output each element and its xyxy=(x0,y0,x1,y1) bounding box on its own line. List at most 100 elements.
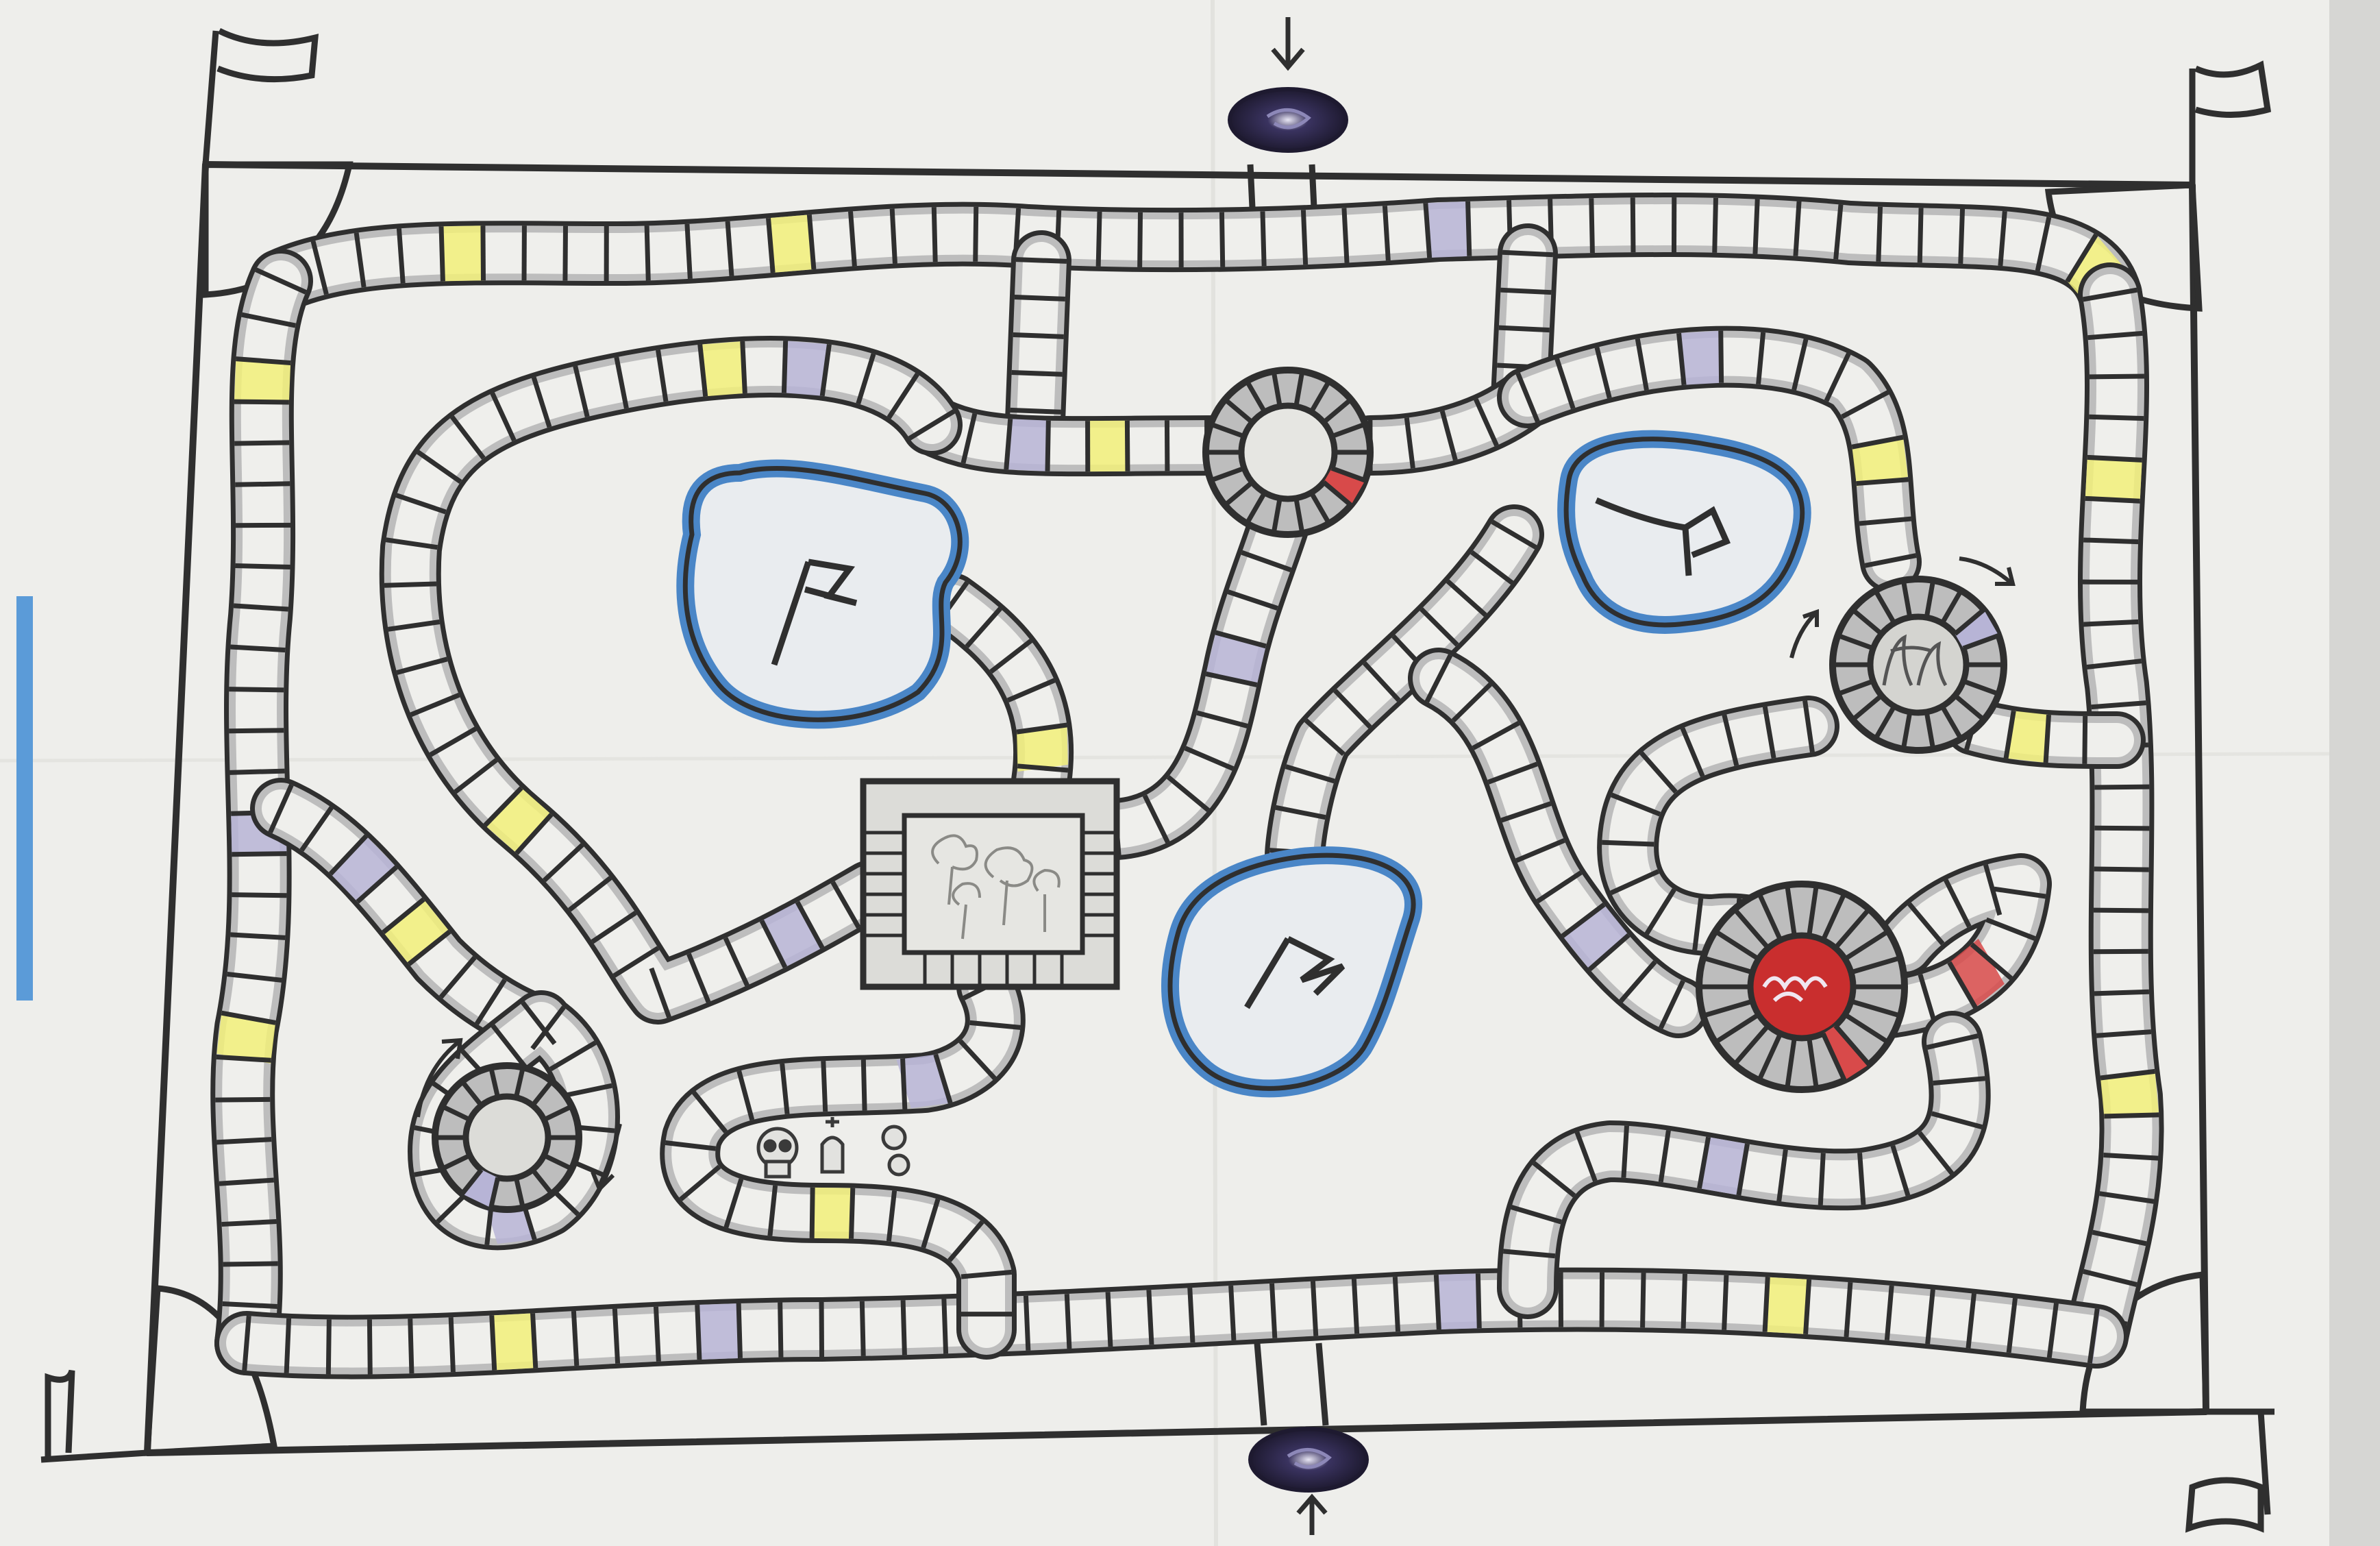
track-rung xyxy=(216,1057,271,1060)
track-rung xyxy=(2090,376,2144,377)
track-rung xyxy=(1499,328,1550,330)
spoke-top-left xyxy=(1011,260,1067,439)
track-rung xyxy=(232,854,286,855)
track-rung xyxy=(1879,207,1881,262)
track-rung xyxy=(1108,1292,1111,1347)
track-rung xyxy=(223,1303,277,1306)
track-rung xyxy=(903,1300,904,1355)
track-rung xyxy=(1263,211,1264,266)
track-rung xyxy=(1011,410,1061,412)
track-rung xyxy=(384,584,436,585)
track-rung xyxy=(934,207,935,262)
track-rung xyxy=(451,1317,453,1372)
track-rung xyxy=(1098,212,1100,267)
lavender-space xyxy=(1006,419,1050,471)
track-rung xyxy=(286,1318,288,1373)
lavender-space xyxy=(1426,201,1471,258)
yellow-space xyxy=(1088,421,1128,471)
track-rung xyxy=(2089,417,2144,418)
track-rung xyxy=(1715,198,1716,253)
track-rung xyxy=(2094,828,2149,829)
track-rung xyxy=(1502,252,1553,255)
track-rung xyxy=(852,1188,853,1239)
track-rung xyxy=(410,1318,412,1373)
track-rung xyxy=(1478,1273,1479,1328)
track-rung xyxy=(739,1303,740,1358)
track-rung xyxy=(1354,1279,1356,1334)
track-rung xyxy=(780,1303,781,1358)
track-rung xyxy=(533,1313,536,1368)
track-rung xyxy=(441,226,443,281)
track-rung xyxy=(1303,210,1305,265)
hub-top xyxy=(1206,370,1370,535)
track-rung xyxy=(1067,1294,1069,1349)
portal-icon xyxy=(1230,89,1346,151)
track-rung xyxy=(615,1309,617,1364)
track-rung xyxy=(1624,1126,1627,1178)
track-rung xyxy=(1127,421,1128,471)
track-rung xyxy=(1820,1153,1823,1205)
track-rung xyxy=(232,895,286,896)
lavender-space xyxy=(697,1303,741,1360)
track-rung xyxy=(2094,869,2149,870)
track-rung xyxy=(492,1315,495,1370)
track-rung xyxy=(944,1299,946,1353)
track-rung xyxy=(1468,201,1470,256)
track-rung xyxy=(236,566,290,567)
track-rung xyxy=(565,226,566,281)
yellow-space xyxy=(441,225,484,281)
track-rung xyxy=(2083,622,2138,624)
lavender-space xyxy=(1436,1273,1480,1329)
track-rung xyxy=(573,1311,576,1366)
track-rung xyxy=(2094,992,2149,994)
track-rung xyxy=(369,1319,370,1374)
track-rung xyxy=(1016,260,1067,262)
track-rung xyxy=(1500,290,1551,293)
portal-icon xyxy=(1250,1429,1367,1490)
track-rung xyxy=(812,1188,813,1238)
hub-right xyxy=(1699,884,1905,1090)
track-rung xyxy=(656,1307,658,1362)
track-rung xyxy=(2046,715,2048,763)
track-rung xyxy=(2087,457,2142,460)
track-rung xyxy=(2083,540,2138,542)
forest-square xyxy=(863,781,1117,987)
track-rung xyxy=(2103,1155,2158,1158)
yellow-space xyxy=(768,214,813,273)
track-rung xyxy=(1721,331,1722,383)
track-rung xyxy=(2094,951,2148,952)
track-rung xyxy=(2104,1115,2159,1116)
track-rung xyxy=(230,771,284,772)
hub-right-top xyxy=(1833,579,2004,750)
track-rung xyxy=(1149,1290,1152,1345)
track-rung xyxy=(1013,334,1064,336)
blue-tape xyxy=(16,596,33,1001)
hub-left-loop xyxy=(435,1066,579,1210)
track-rung xyxy=(1313,1281,1315,1336)
track-rung xyxy=(483,225,484,280)
track-rung xyxy=(1231,1286,1234,1340)
yellow-space xyxy=(492,1313,536,1370)
track-rung xyxy=(1272,1284,1275,1338)
track-rung xyxy=(2085,498,2140,501)
yellow-space xyxy=(234,359,290,404)
track-rung xyxy=(862,1301,863,1356)
yellow-space xyxy=(2085,457,2142,501)
track-rung xyxy=(697,1305,699,1360)
track-rung xyxy=(1190,1288,1193,1342)
track-rung xyxy=(229,689,284,690)
track-rung xyxy=(1683,1274,1685,1329)
track-rung xyxy=(1026,1296,1028,1351)
track-rung xyxy=(1591,198,1593,253)
track-rung xyxy=(903,1059,905,1109)
track-rung xyxy=(1015,297,1065,299)
track-rung xyxy=(1344,208,1347,263)
track-rung xyxy=(687,224,690,279)
yellow-space xyxy=(1765,1277,1809,1334)
yellow-space xyxy=(812,1188,852,1239)
track-rung xyxy=(230,935,285,938)
track-rung xyxy=(230,647,285,650)
track-rung xyxy=(892,209,895,264)
